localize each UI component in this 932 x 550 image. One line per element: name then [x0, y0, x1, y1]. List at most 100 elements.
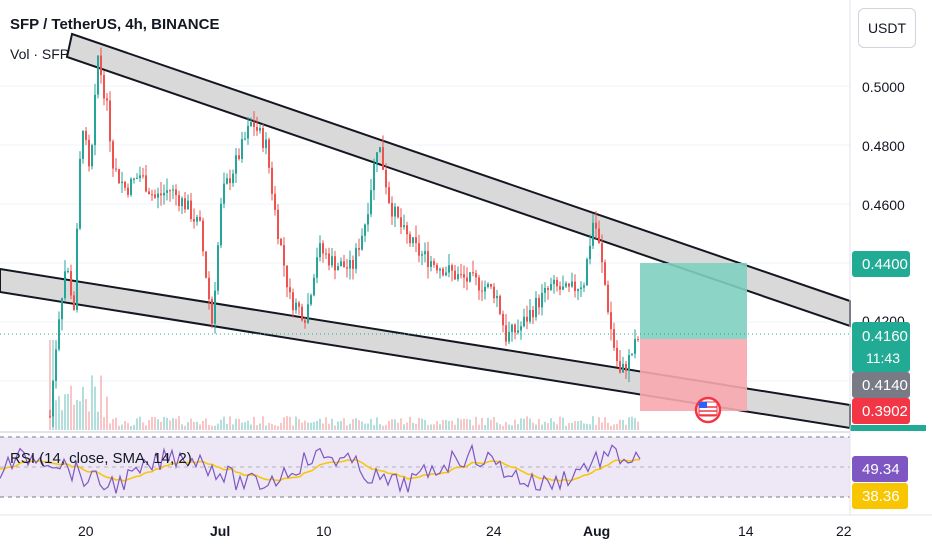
- candle-body-167: [550, 284, 552, 290]
- volume-bar-78: [283, 417, 285, 430]
- volume-bar-120: [409, 416, 411, 430]
- candle-body-38: [163, 192, 165, 196]
- y-tick-0: 0.5000: [862, 79, 905, 95]
- volume-bar-177: [580, 420, 582, 430]
- candle-body-99: [346, 267, 348, 269]
- candle-body-173: [568, 283, 570, 287]
- candle-body-64: [241, 139, 243, 159]
- candle-body-80: [289, 287, 291, 293]
- volume-bar-14: [91, 375, 93, 430]
- volume-bars: [49, 340, 639, 430]
- volume-bar-178: [583, 423, 585, 430]
- candle-body-123: [418, 243, 420, 256]
- candle-body-82: [295, 302, 297, 311]
- candle-body-119: [406, 225, 408, 235]
- candle-body-104: [361, 235, 363, 250]
- target-zone[interactable]: [640, 263, 747, 339]
- candle-body-110: [379, 147, 381, 153]
- volume-bar-163: [538, 418, 540, 430]
- volume-bar-2: [55, 400, 57, 430]
- candle-body-93: [328, 253, 330, 266]
- candle-body-172: [565, 283, 567, 287]
- volume-bar-15: [94, 386, 96, 430]
- candle-body-130: [439, 268, 441, 271]
- price-tag-target: 0.4400: [852, 251, 910, 277]
- candle-body-117: [400, 217, 402, 228]
- candle-body-34: [151, 194, 153, 196]
- volume-bar-115: [394, 419, 396, 430]
- candle-body-73: [268, 139, 270, 168]
- volume-bar-189: [616, 424, 618, 430]
- candle-body-17: [100, 55, 102, 75]
- candle-body-52: [205, 251, 207, 278]
- chart-title: SFP / TetherUS, 4h, BINANCE: [10, 16, 220, 33]
- candle-body-72: [265, 139, 267, 148]
- volume-bar-183: [598, 417, 600, 430]
- candle-body-40: [169, 190, 171, 192]
- candle-body-108: [373, 163, 375, 191]
- volume-bar-152: [505, 421, 507, 430]
- candle-body-83: [298, 302, 300, 307]
- volume-bar-176: [577, 421, 579, 430]
- volume-bar-11: [82, 386, 84, 430]
- volume-bar-27: [130, 425, 132, 430]
- candle-body-37: [160, 193, 162, 196]
- candle-body-67: [250, 122, 252, 126]
- volume-bar-103: [358, 420, 360, 430]
- volume-bar-75: [274, 425, 276, 430]
- volume-bar-3: [58, 396, 60, 430]
- volume-bar-16: [97, 411, 99, 430]
- volume-bar-30: [139, 416, 141, 430]
- volume-bar-62: [235, 418, 237, 430]
- candle-body-3: [58, 319, 60, 350]
- candle-body-74: [271, 167, 273, 194]
- volume-bar-191: [622, 419, 624, 430]
- candle-body-84: [301, 306, 303, 321]
- volume-bar-141: [472, 425, 474, 430]
- candle-body-13: [88, 139, 90, 167]
- candle-body-53: [208, 277, 210, 300]
- us-flag-icon[interactable]: [694, 396, 722, 424]
- x-tick-20: 20: [78, 523, 94, 539]
- volume-bar-85: [304, 420, 306, 430]
- candle-body-171: [562, 286, 564, 290]
- volume-bar-81: [292, 425, 294, 430]
- candle-body-182: [595, 222, 597, 229]
- candle-body-196: [637, 339, 639, 341]
- candle-body-163: [538, 297, 540, 308]
- volume-bar-140: [469, 419, 471, 430]
- volume-bar-12: [85, 399, 87, 430]
- candle-body-105: [364, 224, 366, 236]
- volume-bar-137: [460, 419, 462, 430]
- candle-body-144: [481, 290, 483, 292]
- volume-bar-164: [541, 424, 543, 430]
- candle-body-143: [478, 277, 480, 291]
- volume-bar-196: [637, 421, 639, 430]
- currency-button[interactable]: USDT: [858, 8, 916, 48]
- volume-bar-91: [322, 423, 324, 430]
- candle-body-26: [127, 187, 129, 195]
- volume-bar-125: [424, 420, 426, 430]
- volume-bar-20: [109, 423, 111, 430]
- candle-body-152: [505, 325, 507, 342]
- volume-bar-21: [112, 419, 114, 430]
- volume-bar-67: [250, 424, 252, 430]
- candle-body-122: [415, 237, 417, 244]
- candle-body-131: [442, 268, 444, 276]
- candle-body-62: [235, 155, 237, 174]
- candle-body-5: [64, 271, 66, 299]
- stop-zone[interactable]: [640, 339, 747, 411]
- candle-body-112: [385, 169, 387, 188]
- volume-bar-49: [196, 421, 198, 430]
- volume-bar-79: [286, 416, 288, 430]
- candle-body-57: [220, 203, 222, 246]
- candle-body-132: [445, 272, 447, 276]
- volume-bar-4: [61, 410, 63, 430]
- candle-body-18: [103, 74, 105, 99]
- candle-body-95: [334, 256, 336, 271]
- volume-bar-133: [448, 420, 450, 430]
- volume-bar-83: [298, 418, 300, 430]
- candle-body-4: [61, 298, 63, 320]
- volume-bar-117: [400, 418, 402, 430]
